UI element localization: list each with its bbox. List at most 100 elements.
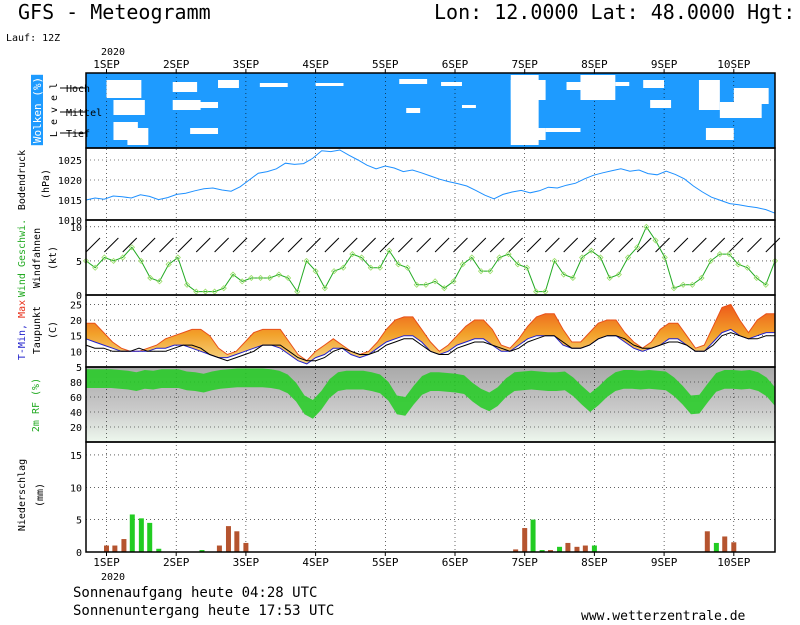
sunrise-text: Sonnenaufgang heute 04:28 UTC: [73, 585, 318, 601]
cloud-level-label: Tief: [66, 129, 90, 140]
pressure-ylabel: Bodendruck: [17, 150, 28, 210]
wind-barb: [526, 237, 542, 253]
date-label-top: 10SEP: [717, 58, 750, 71]
wind-marker: [193, 288, 200, 295]
date-label-top: 9SEP: [651, 58, 678, 71]
wind-marker: [716, 251, 723, 258]
precip-tick-label: 5: [76, 516, 82, 527]
wind-marker: [202, 288, 209, 295]
cloud-block: [705, 128, 734, 140]
wind-marker: [487, 268, 494, 275]
wind-barb: [563, 237, 579, 253]
wind-marker: [652, 237, 659, 244]
wind-marker: [771, 257, 779, 264]
run-label: Lauf: 12Z: [6, 33, 61, 44]
rh-tick-label: 80: [70, 378, 82, 389]
wind-barb: [195, 237, 211, 253]
wind-marker: [367, 264, 374, 271]
precip-bar: [591, 545, 597, 552]
precip-bar: [539, 550, 545, 552]
temp-tick-label: 20: [70, 316, 82, 327]
precip-bar: [104, 545, 109, 552]
pressure-tick-label: 1020: [58, 176, 82, 187]
wind-marker: [523, 264, 531, 271]
wind-marker: [762, 281, 769, 288]
wind-marker: [266, 274, 273, 282]
date-label-bottom: 2SEP: [163, 556, 190, 569]
cloud-block: [399, 79, 428, 84]
wind-marker: [468, 254, 475, 261]
wind-marker: [147, 274, 154, 282]
precip-bar: [121, 539, 127, 552]
wind-marker: [735, 261, 742, 268]
wind-marker: [183, 281, 191, 288]
wind-barb: [251, 237, 266, 253]
wind-marker: [744, 264, 751, 271]
source-link[interactable]: www.wetterzentrale.de: [581, 609, 746, 624]
cloud-block: [172, 100, 201, 110]
wind-marker: [156, 278, 163, 285]
cloud-block: [580, 75, 616, 100]
cloud-block: [643, 80, 665, 88]
wind-barb: [728, 237, 744, 253]
date-label-top: 7SEP: [511, 58, 538, 71]
wind-barb: [397, 237, 413, 253]
wind-barb: [600, 237, 615, 253]
wind-barb: [122, 237, 138, 253]
precip-tick-label: 15: [70, 451, 82, 462]
temp-range-area: [86, 304, 775, 364]
precip-bar: [547, 550, 553, 552]
wind-marker: [349, 251, 356, 258]
precip-tick-label: 10: [70, 483, 82, 494]
wind-barb: [489, 237, 505, 253]
date-label-top: 2SEP: [163, 58, 190, 71]
wind-marker: [569, 274, 576, 282]
cloud-block: [218, 80, 239, 88]
cloud-level-label: Mittel: [66, 108, 102, 119]
temp-tick-label: 5: [76, 363, 82, 374]
date-label-bottom: 5SEP: [372, 556, 399, 569]
precip-bar: [522, 528, 528, 552]
wind-barb: [361, 237, 376, 253]
date-label-top: 3SEP: [233, 58, 260, 71]
precip-bar: [216, 545, 222, 552]
date-label-bottom: 7SEP: [511, 556, 538, 569]
wind-marker: [358, 254, 365, 261]
cloud-block: [406, 108, 421, 113]
wind-marker: [119, 254, 126, 261]
wind-ylabel-2: Windfahnen: [32, 228, 43, 288]
cloud-block: [510, 80, 546, 100]
cloud-block: [615, 82, 630, 86]
precip-bar: [147, 522, 153, 552]
wind-marker: [432, 278, 439, 285]
precip-bar: [129, 514, 135, 552]
cloud-block: [719, 102, 762, 118]
precip-bar: [138, 518, 144, 552]
precip-bar: [225, 526, 231, 552]
rh-area: [86, 368, 775, 419]
wind-marker: [404, 264, 411, 271]
wind-speed-line: [85, 225, 776, 293]
wind-tick-label: 5: [76, 257, 82, 268]
wind-marker: [294, 288, 301, 295]
wind-marker: [248, 274, 255, 282]
precip-bar: [722, 536, 728, 552]
wind-marker: [413, 281, 420, 288]
cloud-block: [259, 83, 288, 87]
wind-marker: [698, 274, 705, 282]
wind-barb: [159, 237, 174, 253]
wind-marker: [92, 264, 99, 271]
wind-marker: [165, 261, 172, 268]
wind-barb: [177, 237, 193, 253]
wind-marker: [174, 254, 181, 261]
wind-marker: [496, 254, 503, 261]
cloud-block: [733, 88, 769, 104]
page-title: GFS - Meteogramm: [18, 0, 211, 24]
wind-barb: [471, 237, 487, 253]
cloud-ylabel-bg: [31, 74, 43, 146]
wind-barb: [618, 237, 634, 253]
wind-marker: [505, 251, 512, 258]
wind-marker: [680, 281, 687, 288]
